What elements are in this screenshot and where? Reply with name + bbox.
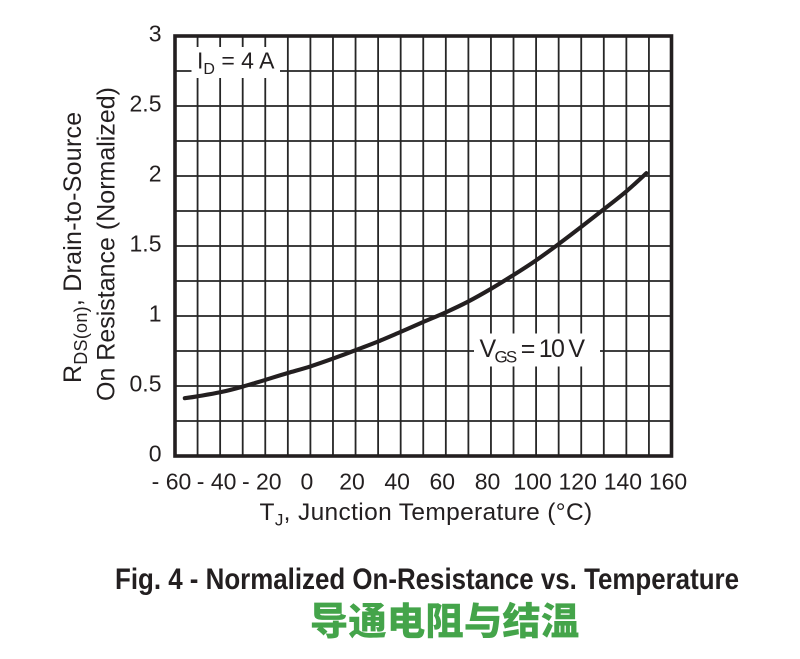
svg-text:100: 100 [513, 469, 551, 495]
svg-text:0: 0 [301, 469, 314, 495]
svg-text:On Resistance (Normalized): On Resistance (Normalized) [93, 87, 121, 401]
svg-text:ID = 4 A: ID = 4 A [197, 48, 275, 79]
svg-text:1: 1 [149, 301, 162, 327]
svg-text:2: 2 [149, 161, 162, 187]
svg-text:120: 120 [559, 469, 597, 495]
svg-text:1.5: 1.5 [130, 231, 162, 257]
svg-text:140: 140 [604, 469, 642, 495]
svg-text:TJ, Junction Temperature (°C): TJ, Junction Temperature (°C) [259, 499, 592, 530]
svg-text:2.5: 2.5 [130, 91, 162, 117]
svg-text:- 60: - 60 [152, 469, 192, 495]
svg-text:80: 80 [475, 469, 501, 495]
svg-text:60: 60 [430, 469, 456, 495]
svg-text:0.5: 0.5 [130, 371, 162, 397]
svg-text:VGS = 10 V: VGS = 10 V [480, 335, 586, 367]
svg-text:Fig. 4 - Normalized On-Resista: Fig. 4 - Normalized On-Resistance vs. Te… [115, 563, 739, 596]
svg-text:3: 3 [149, 21, 162, 47]
svg-text:20: 20 [339, 469, 365, 495]
svg-text:160: 160 [649, 469, 687, 495]
svg-text:40: 40 [384, 469, 410, 495]
svg-text:- 20: - 20 [242, 469, 282, 495]
svg-text:- 40: - 40 [197, 469, 237, 495]
svg-text:0: 0 [149, 441, 162, 467]
